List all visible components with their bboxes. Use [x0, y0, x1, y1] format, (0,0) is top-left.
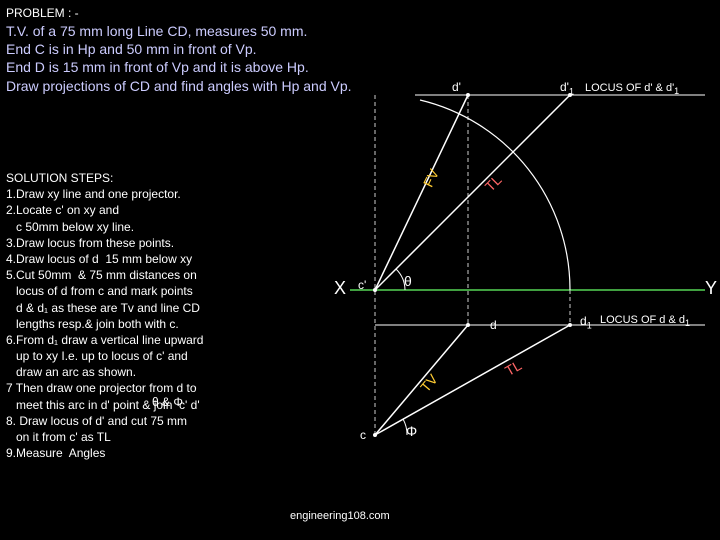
solution-text: SOLUTION STEPS: 1.Draw xy line and one p… [6, 170, 203, 461]
pt-c-prime [373, 288, 377, 292]
lbl-phi: Φ [406, 423, 417, 439]
tl-lower [375, 325, 570, 435]
footer: engineering108.com [290, 510, 390, 522]
pt-d-prime [466, 93, 470, 97]
lbl-c-prime: c' [358, 278, 366, 292]
lbl-d1: d1 [580, 314, 592, 330]
lbl-d-prime-1: d'1 [560, 80, 574, 96]
pt-d [466, 323, 470, 327]
lbl-x: X [334, 278, 346, 299]
problem-text: T.V. of a 75 mm long Line CD, measures 5… [6, 22, 352, 95]
lbl-y: Y [705, 278, 717, 299]
lbl-d-prime: d' [452, 80, 461, 94]
angles-label: θ & Φ [152, 395, 183, 409]
lbl-locus-d: LOCUS OF d & d1 [600, 314, 690, 328]
lbl-theta: θ [404, 273, 412, 289]
problem-label: PROBLEM : - [6, 6, 79, 20]
lbl-locus-d-prime: LOCUS OF d' & d'1 [585, 82, 679, 96]
tl-upper [375, 95, 570, 290]
fv-line [375, 95, 468, 290]
lbl-d: d [490, 318, 497, 332]
lbl-c: c [360, 428, 366, 442]
pt-d1 [568, 323, 572, 327]
arc [420, 100, 570, 290]
pt-c [373, 433, 377, 437]
